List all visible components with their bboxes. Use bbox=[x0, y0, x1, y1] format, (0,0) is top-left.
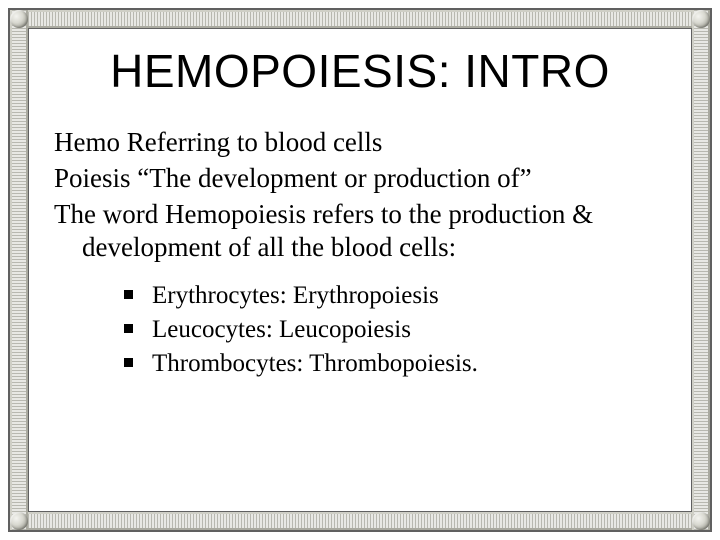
definition-hemo: Hemo Referring to blood cells bbox=[54, 126, 666, 160]
corner-bolt-icon bbox=[10, 512, 28, 530]
definition-poiesis: Poiesis “The development or production o… bbox=[54, 162, 666, 196]
list-item: Leucocytes: Leucopoiesis bbox=[124, 313, 666, 347]
corner-bolt-icon bbox=[692, 512, 710, 530]
list-item: Erythrocytes: Erythropoiesis bbox=[124, 279, 666, 313]
corner-bolt-icon bbox=[10, 10, 28, 28]
corner-bolt-icon bbox=[692, 10, 710, 28]
slide-content: HEMOPOIESIS: INTRO Hemo Referring to blo… bbox=[54, 34, 666, 506]
slide-body: Hemo Referring to blood cells Poiesis “T… bbox=[54, 126, 666, 380]
definition-hemopoiesis: The word Hemopoiesis refers to the produ… bbox=[54, 198, 666, 266]
bullet-list: Erythrocytes: Erythropoiesis Leucocytes:… bbox=[124, 279, 666, 380]
slide-title: HEMOPOIESIS: INTRO bbox=[54, 44, 666, 98]
list-item: Thrombocytes: Thrombopoiesis. bbox=[124, 347, 666, 381]
